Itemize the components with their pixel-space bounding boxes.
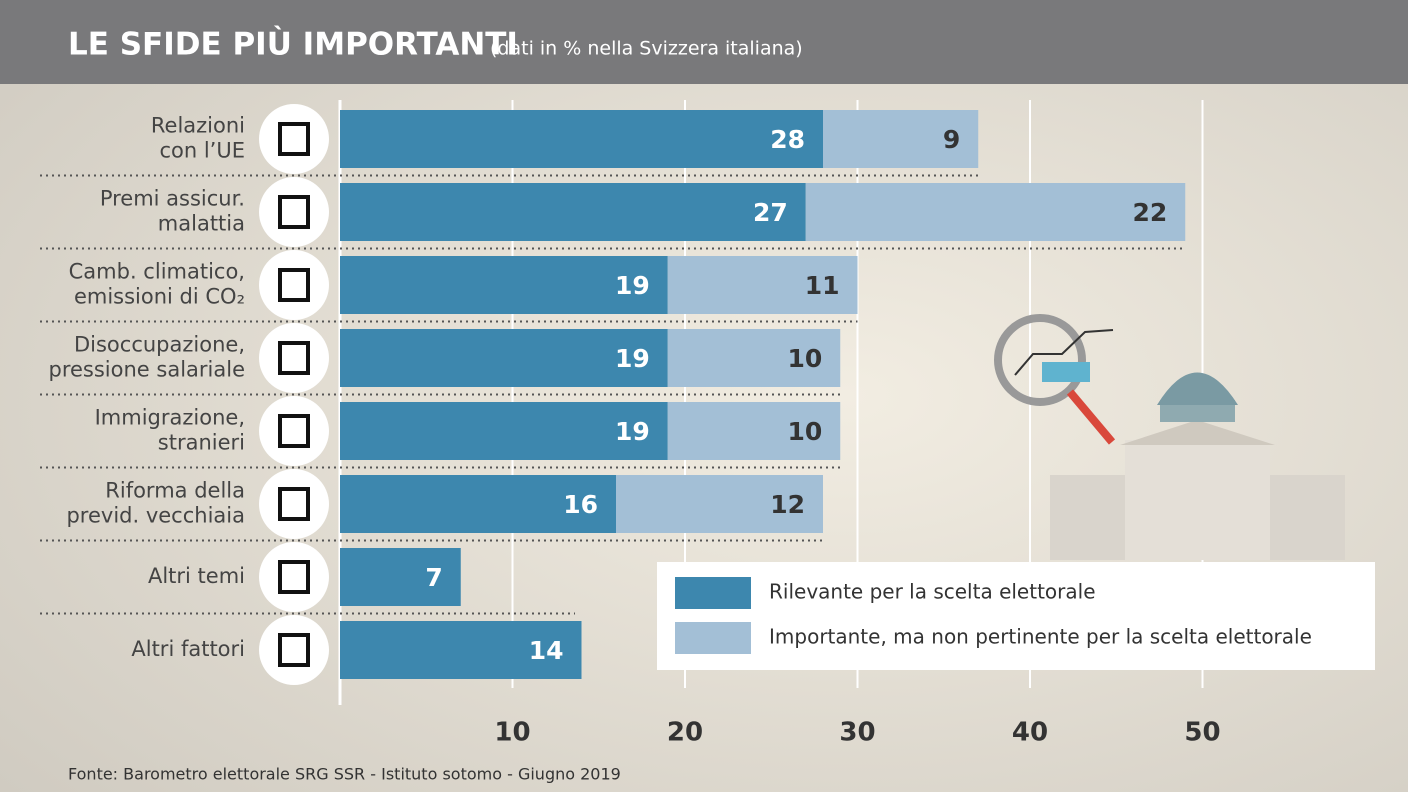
bar-segment	[340, 621, 582, 679]
value-label: 19	[615, 271, 650, 300]
dome	[1157, 372, 1238, 405]
value-label: 28	[770, 125, 805, 154]
legend-swatch	[675, 577, 751, 609]
value-label: 10	[787, 417, 822, 446]
bar-segment	[616, 475, 823, 533]
category-icon	[259, 177, 329, 247]
value-label: 19	[615, 417, 650, 446]
icon	[1042, 362, 1090, 382]
icon-glyph	[278, 341, 310, 375]
value-label: 22	[1132, 198, 1167, 227]
legend-swatch	[675, 622, 751, 654]
line-icon	[1014, 329, 1114, 376]
x-tick-label: 30	[839, 718, 875, 748]
bar-segment	[667, 329, 841, 387]
chart-title: LE SFIDE PIÙ IMPORTANTI	[68, 26, 518, 63]
category-label: Riforma della previd. vecchiaia	[66, 478, 245, 527]
bar-segment	[667, 402, 841, 460]
category-icon	[259, 104, 329, 174]
legend-label: Importante, ma non pertinente per la sce…	[769, 625, 1312, 649]
category-label: Altri fattori	[131, 637, 245, 661]
category-label: Disoccupazione, pressione salariale	[49, 332, 246, 381]
icon-glyph	[278, 414, 310, 448]
icon-glyph	[278, 487, 310, 521]
building	[1160, 400, 1235, 422]
source: Fonte: Barometro elettorale SRG SSR - Is…	[68, 765, 621, 784]
category-icon	[259, 396, 329, 466]
category-label: Camb. climatico, emissioni di CO₂	[69, 259, 245, 308]
x-tick-label: 40	[1012, 718, 1048, 748]
bar-segment	[340, 110, 823, 168]
building	[1120, 420, 1275, 445]
x-tick-label: 20	[667, 718, 703, 748]
category-label: Premi assicur. malattia	[100, 186, 245, 235]
value-label: 11	[805, 271, 840, 300]
icon-glyph	[278, 195, 310, 229]
bar-segment	[340, 402, 668, 460]
category-label: Immigrazione, stranieri	[95, 405, 245, 454]
value-label: 10	[787, 344, 822, 373]
building	[1125, 440, 1270, 560]
bar-segment	[340, 256, 668, 314]
value-label: 27	[753, 198, 788, 227]
value-label: 19	[615, 344, 650, 373]
category-icon	[259, 542, 329, 612]
header	[0, 0, 1408, 84]
legend-label: Rilevante per la scelta elettorale	[769, 580, 1096, 604]
bar-segment	[340, 475, 616, 533]
bar-segment	[340, 183, 806, 241]
bar-segment	[667, 256, 858, 314]
magnifier	[994, 314, 1086, 406]
category-icon	[259, 469, 329, 539]
bar-segment	[340, 329, 668, 387]
category-icon	[259, 250, 329, 320]
value-label: 9	[943, 125, 960, 154]
icon-glyph	[278, 633, 310, 667]
icon-glyph	[278, 268, 310, 302]
x-tick-label: 50	[1184, 718, 1220, 748]
category-label: Relazioni con l’UE	[151, 113, 245, 162]
value-label: 16	[563, 490, 598, 519]
legend-box	[657, 562, 1375, 670]
bar-segment	[823, 110, 979, 168]
chart-subtitle: (dati in % nella Svizzera italiana)	[490, 38, 803, 60]
category-icon	[259, 615, 329, 685]
x-tick-label: 10	[494, 718, 530, 748]
bar-segment	[340, 548, 461, 606]
icon-glyph	[278, 560, 310, 594]
category-label: Altri temi	[148, 564, 245, 588]
value-label: 7	[425, 563, 442, 592]
building-illustration	[994, 314, 1345, 560]
icon-glyph	[278, 122, 310, 156]
bar-segment	[805, 183, 1186, 241]
value-label: 12	[770, 490, 805, 519]
value-label: 14	[529, 636, 564, 665]
category-icon	[259, 323, 329, 393]
magnifier	[1066, 389, 1116, 445]
